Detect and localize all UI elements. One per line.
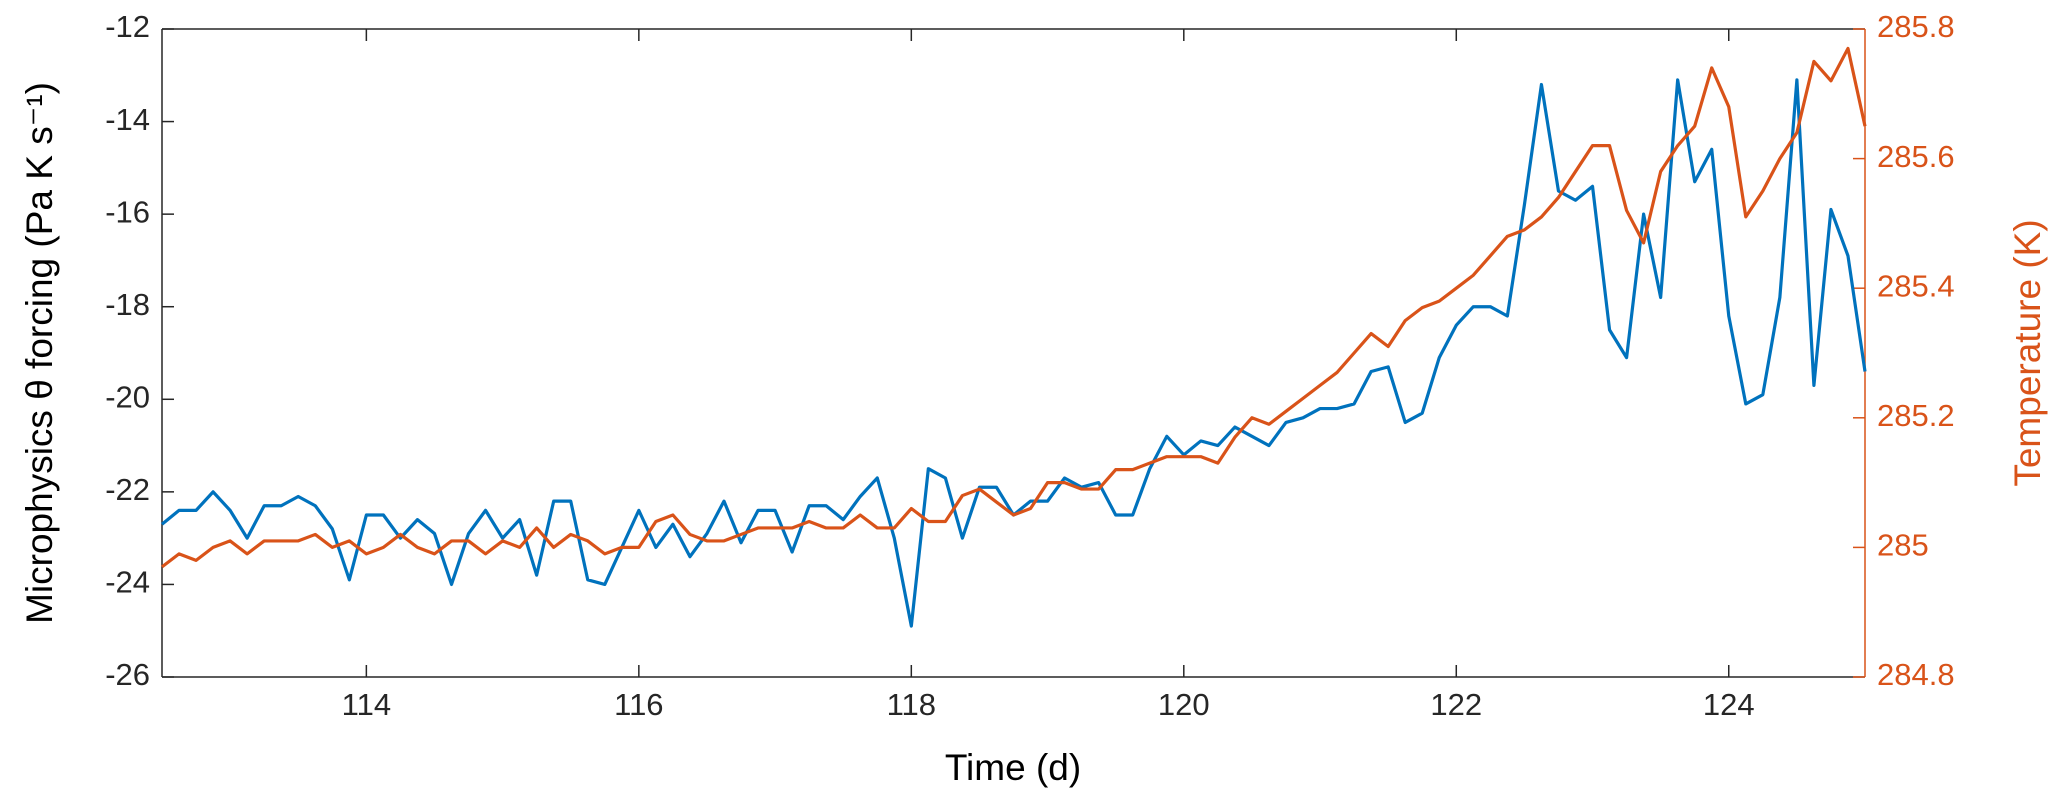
y-tick-label: -22 bbox=[105, 472, 150, 507]
data-line bbox=[161, 46, 1867, 569]
y-tick-label: -12 bbox=[105, 9, 150, 44]
x-tick-label: 120 bbox=[1158, 687, 1210, 722]
x-tick-label: 122 bbox=[1430, 687, 1482, 722]
x-tick-label: 114 bbox=[342, 687, 391, 722]
x-tick-label: 118 bbox=[887, 687, 936, 722]
y-axis-label: Microphysics θ forcing (Pa K s⁻¹) bbox=[19, 82, 60, 624]
y-tick-label: -20 bbox=[105, 379, 150, 414]
y2-tick-label: 285.8 bbox=[1877, 9, 1955, 44]
x-tick-label: 124 bbox=[1703, 687, 1755, 722]
y-tick-label: -26 bbox=[105, 657, 150, 692]
y2-tick-label: 284.8 bbox=[1877, 657, 1955, 692]
y-tick-label: -18 bbox=[105, 287, 150, 322]
y2-tick-label: 285.6 bbox=[1877, 139, 1955, 174]
y2-tick-label: 285.4 bbox=[1877, 268, 1955, 303]
y2-tick-label: 285.2 bbox=[1877, 398, 1955, 433]
y2-tick-label: 285 bbox=[1877, 528, 1929, 563]
y-tick-label: -16 bbox=[105, 194, 150, 229]
data-line bbox=[160, 78, 1867, 628]
y2-axis-label: Temperature (K) bbox=[2007, 219, 2048, 486]
x-tick-label: 116 bbox=[614, 687, 663, 722]
y-tick-label: -14 bbox=[105, 102, 150, 137]
y-tick-label: -24 bbox=[105, 565, 150, 600]
x-axis-label: Time (d) bbox=[945, 747, 1081, 788]
